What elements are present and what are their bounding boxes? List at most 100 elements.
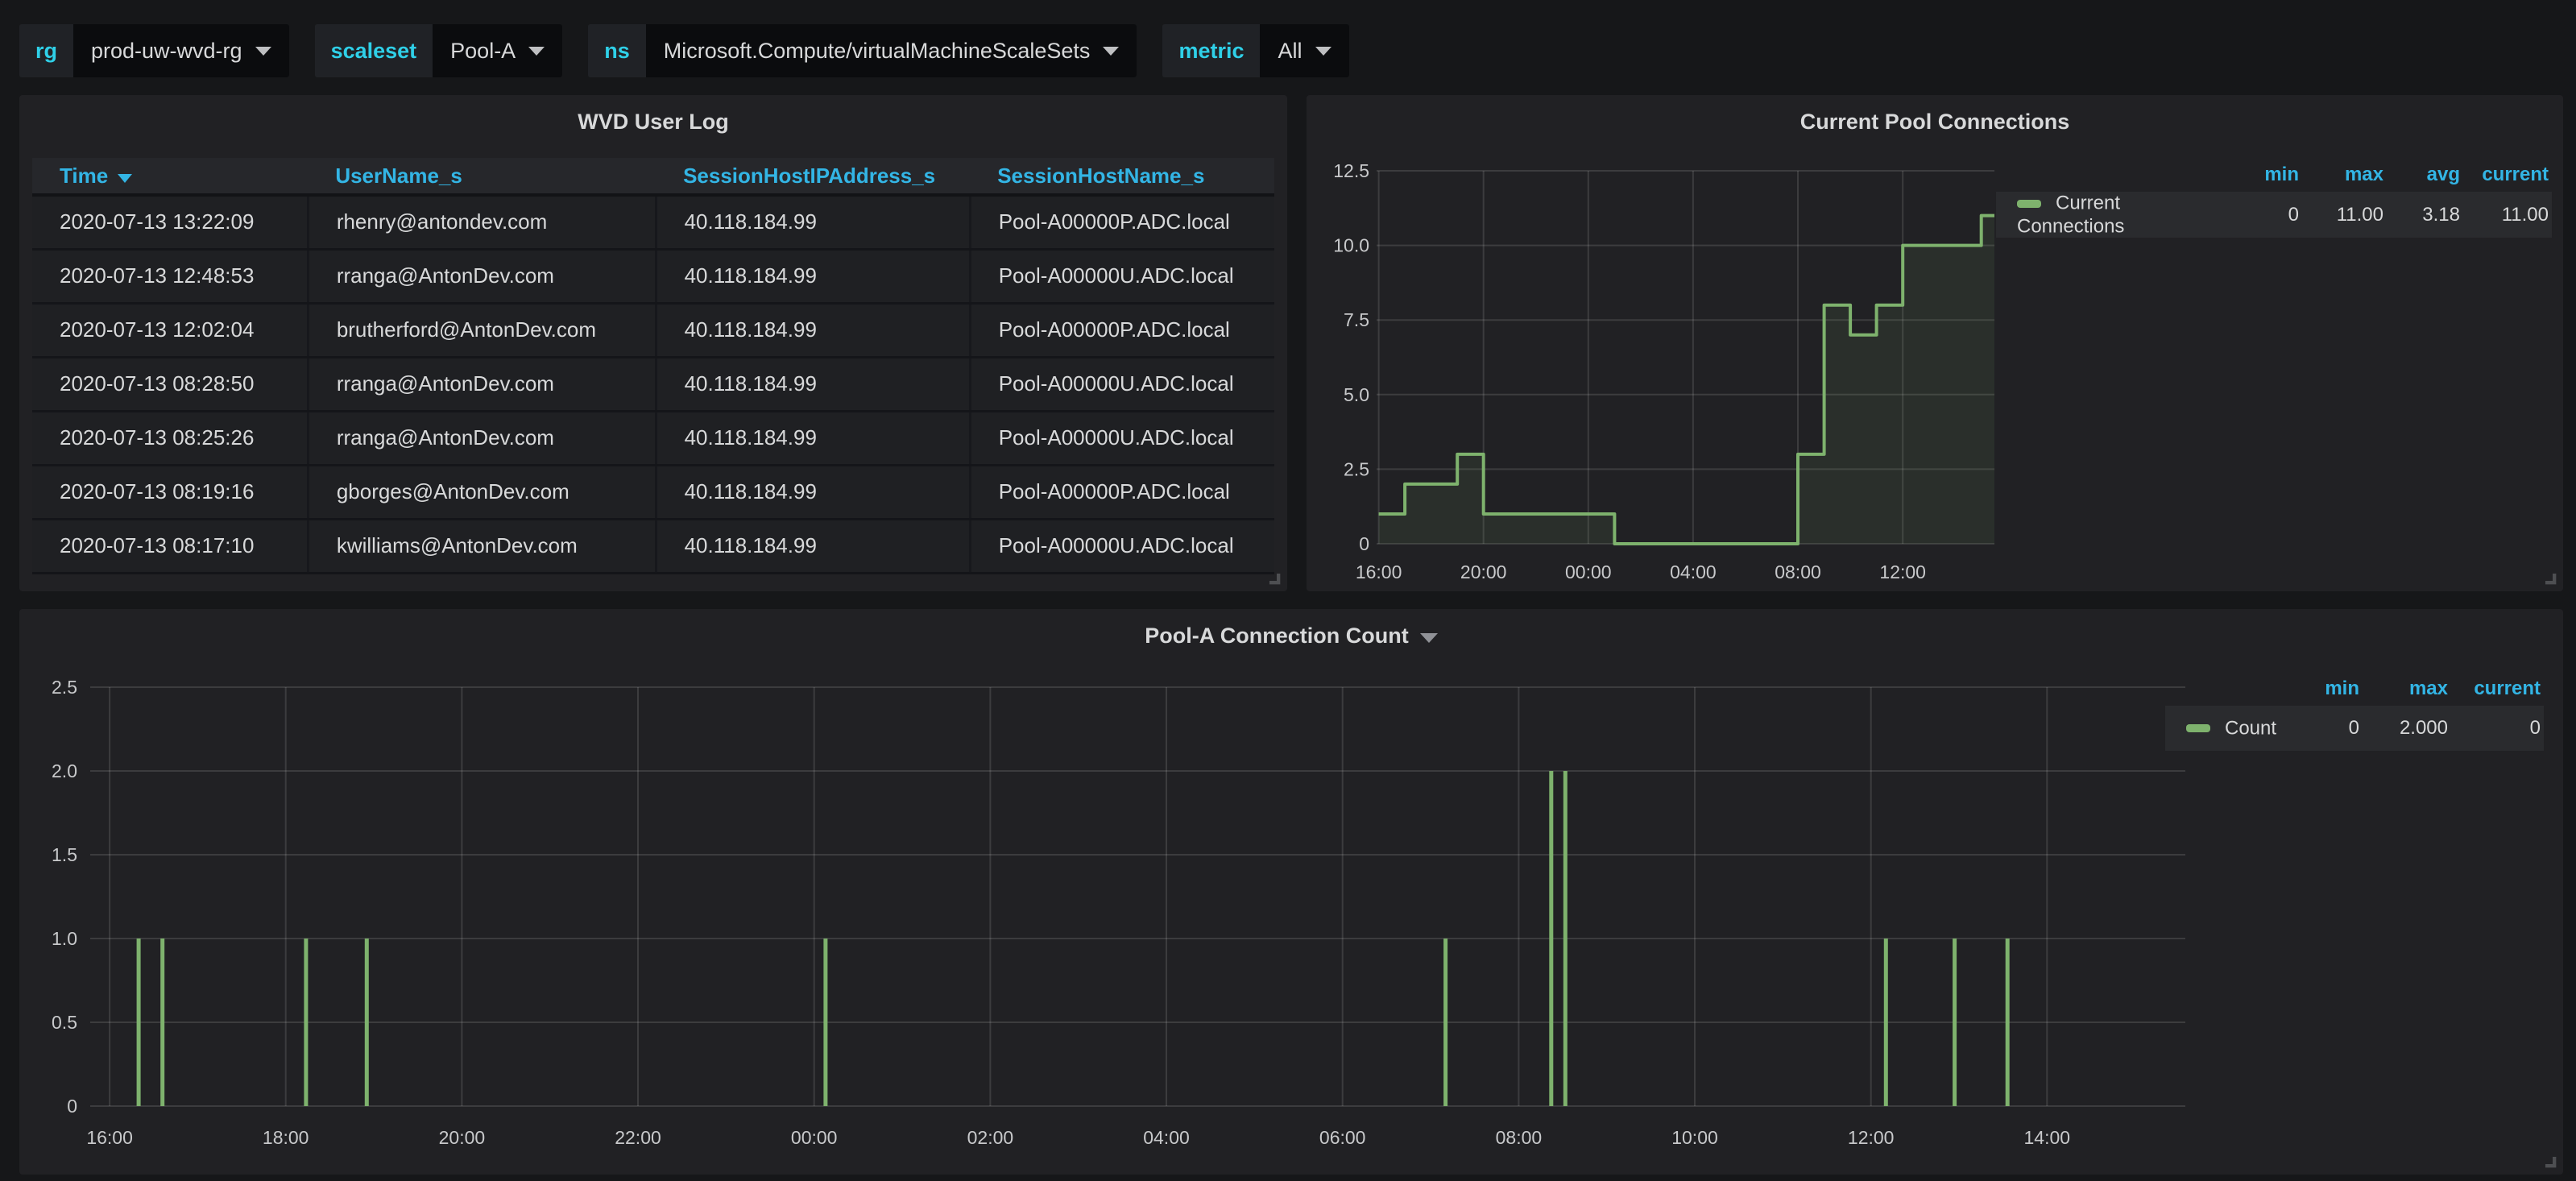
legend-stat-header-avg[interactable]: avg: [2426, 164, 2460, 185]
table-cell: 40.118.184.99: [654, 357, 971, 412]
legend-series-name[interactable]: Count: [2225, 717, 2277, 740]
variable-scaleset[interactable]: scaleset Pool-A: [314, 24, 563, 77]
graph-legend: min max avg current Current Connections 0 11.0…: [1996, 163, 2552, 238]
svg-text:0: 0: [1359, 533, 1369, 554]
table-cell: brutherford@AntonDev.com: [306, 303, 656, 358]
table-cell: 2020-07-13 12:02:04: [32, 303, 309, 358]
table-cell: 2020-07-13 08:17:10: [32, 519, 309, 574]
svg-text:08:00: 08:00: [1496, 1127, 1543, 1148]
legend-name-header: [2165, 677, 2286, 706]
bar-graph[interactable]: 16:00 18:00 20:00 22:00 00:00 02:00 04:00 06:00…: [19, 609, 2563, 1175]
svg-text:22:00: 22:00: [615, 1127, 661, 1148]
series-color-swatch[interactable]: [2017, 199, 2041, 208]
svg-text:02:00: 02:00: [967, 1127, 1014, 1148]
table-cell: 40.118.184.99: [654, 303, 971, 358]
svg-text:06:00: 06:00: [1319, 1127, 1366, 1148]
legend-stat-value: 2.000: [2399, 717, 2448, 739]
variable-ns-dropdown[interactable]: Microsoft.Compute/virtualMachineScaleSet…: [645, 24, 1137, 77]
column-header-time[interactable]: Time: [32, 158, 309, 197]
panel-resize-grip[interactable]: [2541, 1153, 2557, 1169]
svg-text:1.5: 1.5: [52, 844, 77, 865]
column-header-label: UserName_s: [335, 163, 462, 188]
panel-current-pool-connections: Current Pool Connections 16:00 20:00 00:00…: [1307, 95, 2563, 591]
table-row: 2020-07-13 12:02:04 brutherford@AntonDev.…: [32, 303, 1274, 358]
variable-rg-dropdown[interactable]: prod-uw-wvd-rg: [73, 24, 289, 77]
variable-metric-label: metric: [1162, 24, 1261, 77]
chevron-down-icon: [1315, 46, 1331, 56]
svg-text:12:00: 12:00: [1848, 1127, 1895, 1148]
svg-text:7.5: 7.5: [1344, 309, 1369, 330]
panel-resize-grip[interactable]: [1265, 570, 1282, 586]
svg-text:00:00: 00:00: [791, 1127, 838, 1148]
panel-resize-grip[interactable]: [2541, 570, 2557, 586]
svg-text:0: 0: [67, 1096, 77, 1117]
svg-text:14:00: 14:00: [2024, 1127, 2071, 1148]
column-header-sessionhostname_s[interactable]: SessionHostName_s: [970, 158, 1274, 197]
variable-rg-value: prod-uw-wvd-rg: [91, 38, 242, 63]
legend-series-row: Current Connections 0 11.00 3.18 11.00: [1996, 192, 2552, 238]
table-cell: Pool-A00000U.ADC.local: [968, 519, 1274, 574]
legend-stat-header-current[interactable]: current: [2482, 164, 2549, 185]
table-row: 2020-07-13 08:25:26 rranga@AntonDev.com 40…: [32, 411, 1274, 466]
column-header-sessionhostipaddress_s[interactable]: SessionHostIPAddress_s: [656, 158, 971, 197]
table-row: 2020-07-13 08:19:16 gborges@AntonDev.com 4…: [32, 465, 1274, 520]
table-cell: 40.118.184.99: [654, 465, 971, 520]
legend-stat-value: 0: [2529, 717, 2541, 739]
chevron-down-icon: [255, 46, 271, 56]
panel-title-text: Pool-A Connection Count: [1145, 624, 1409, 648]
panel-title[interactable]: Pool-A Connection Count: [19, 624, 2563, 649]
legend-stat-value: 0: [2288, 203, 2299, 226]
variable-metric[interactable]: metric All: [1162, 24, 1349, 77]
table-cell: 40.118.184.99: [654, 411, 971, 466]
variable-scaleset-dropdown[interactable]: Pool-A: [433, 24, 563, 77]
panel-menu-caret-icon[interactable]: [1419, 632, 1438, 643]
panel-title[interactable]: WVD User Log: [19, 110, 1287, 135]
panel-title-text: Current Pool Connections: [1799, 110, 2070, 134]
variable-rg[interactable]: rg prod-uw-wvd-rg: [19, 24, 289, 77]
table-row: 2020-07-13 13:22:09 rhenry@antondev.com 40…: [32, 195, 1274, 251]
table-cell: 40.118.184.99: [654, 249, 971, 305]
svg-text:16:00: 16:00: [86, 1127, 133, 1148]
variable-metric-value: All: [1278, 38, 1302, 63]
table-cell: 2020-07-13 13:22:09: [32, 195, 309, 251]
svg-text:04:00: 04:00: [1670, 561, 1717, 582]
legend-series-name[interactable]: Current Connections: [2017, 192, 2125, 238]
table-cell: rranga@AntonDev.com: [306, 249, 656, 305]
svg-text:5.0: 5.0: [1344, 384, 1369, 405]
svg-text:20:00: 20:00: [1460, 561, 1507, 582]
panel-pool-a-connection-count: Pool-A Connection Count 16:00 18:00 20:00 2…: [19, 609, 2563, 1175]
variable-ns[interactable]: ns Microsoft.Compute/virtualMachineScale…: [588, 24, 1137, 77]
legend-stat-header-current[interactable]: current: [2474, 678, 2541, 699]
legend-stat-header-max[interactable]: max: [2344, 164, 2383, 185]
variable-ns-label: ns: [588, 24, 646, 77]
svg-text:12:00: 12:00: [1879, 561, 1926, 582]
svg-text:16:00: 16:00: [1356, 561, 1402, 582]
column-header-username_s[interactable]: UserName_s: [308, 158, 656, 197]
table-cell: Pool-A00000P.ADC.local: [968, 465, 1274, 520]
legend-stat-value: 11.00: [2336, 203, 2383, 226]
table-row: 2020-07-13 12:48:53 rranga@AntonDev.com 40…: [32, 249, 1274, 305]
chevron-down-icon: [1103, 46, 1120, 56]
svg-text:2.5: 2.5: [52, 677, 77, 698]
variable-metric-dropdown[interactable]: All: [1260, 24, 1349, 77]
series-color-swatch[interactable]: [2186, 724, 2210, 733]
column-header-label: SessionHostIPAddress_s: [683, 163, 936, 188]
table-cell: rhenry@antondev.com: [306, 195, 656, 251]
svg-text:20:00: 20:00: [439, 1127, 486, 1148]
legend-stat-header-min[interactable]: min: [2325, 678, 2359, 699]
table-cell: 2020-07-13 12:48:53: [32, 249, 309, 305]
svg-text:0.5: 0.5: [52, 1012, 77, 1033]
panel-wvd-user-log: WVD User Log Time UserName_s SessionHostIP…: [19, 95, 1287, 591]
table-cell: 40.118.184.99: [654, 195, 971, 251]
legend-stat-header-max[interactable]: max: [2408, 678, 2448, 699]
time-series-graph[interactable]: 16:00 20:00 00:00 04:00 08:00 12:00 0 2.5 5.0 7.5…: [1307, 95, 2563, 591]
legend-stat-header-min[interactable]: min: [2264, 164, 2299, 185]
svg-text:2.0: 2.0: [52, 760, 77, 781]
panel-title[interactable]: Current Pool Connections: [1307, 110, 2563, 135]
legend-stat-value: 0: [2348, 717, 2359, 739]
svg-text:00:00: 00:00: [1565, 561, 1612, 582]
variable-scaleset-label: scaleset: [314, 24, 433, 77]
user-log-table-container: Time UserName_s SessionHostIPAddress_s Sess…: [32, 158, 1274, 574]
legend-name-header: [1996, 163, 2222, 192]
